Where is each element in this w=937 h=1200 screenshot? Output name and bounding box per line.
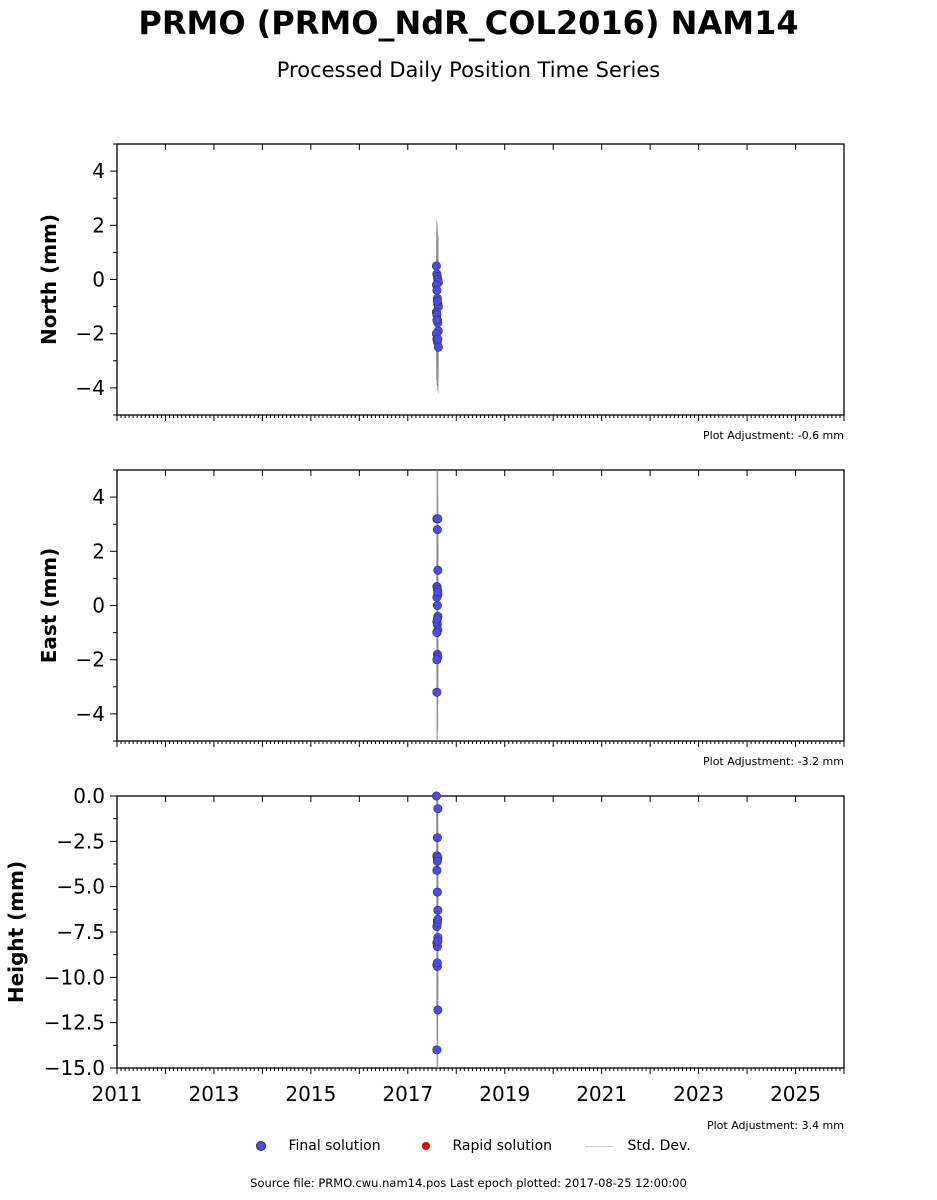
- y-tick-label: 0: [92, 268, 105, 292]
- final-solution-point: [433, 514, 443, 524]
- y-tick-label: −10.0: [44, 965, 105, 989]
- y-tick-label: −4: [76, 702, 105, 726]
- east-plot-adjustment: Plot Adjustment: -3.2 mm: [703, 755, 844, 768]
- final-solution-point: [432, 628, 442, 638]
- y-tick-label: −2: [76, 322, 105, 346]
- final-solution-point: [433, 804, 443, 814]
- legend-rapid-marker: [422, 1142, 430, 1150]
- y-tick-label: −7.5: [56, 920, 105, 944]
- final-solution-point: [433, 1005, 443, 1015]
- plot-frame: [116, 795, 845, 1069]
- final-solution-point: [433, 914, 443, 924]
- final-solution-point: [433, 905, 443, 915]
- y-axis-label: North (mm): [37, 214, 61, 345]
- y-tick-label: 2: [92, 539, 105, 563]
- legend-std-dev-label: Std. Dev.: [627, 1138, 691, 1154]
- final-solution-point: [432, 865, 442, 875]
- final-solution-point: [432, 655, 442, 665]
- y-tick-label: −2: [76, 648, 105, 672]
- chart-title: PRMO (PRMO_NdR_COL2016) NAM14: [138, 4, 799, 42]
- final-solution-point: [433, 936, 443, 946]
- final-solution-point: [432, 856, 442, 866]
- final-solution-point: [431, 791, 441, 801]
- x-tick-label: 2021: [576, 1082, 627, 1106]
- final-solution-point: [432, 525, 442, 535]
- x-tick-label: 2015: [285, 1082, 336, 1106]
- final-solution-point: [433, 342, 443, 352]
- x-tick-label: 2011: [92, 1082, 143, 1106]
- x-tick-label: 2025: [770, 1082, 821, 1106]
- y-tick-label: 0: [92, 594, 105, 618]
- legend-final-marker: [256, 1141, 266, 1151]
- legend-rapid-solution: Rapid solution: [422, 1138, 552, 1154]
- plot-frame: [116, 143, 845, 416]
- plot-frame: [116, 469, 845, 742]
- chart-subtitle: Processed Daily Position Time Series: [276, 58, 661, 82]
- x-tick-label: 2019: [479, 1082, 530, 1106]
- legend-final-solution: Final solution: [256, 1138, 381, 1154]
- source-footer: Source file: PRMO.cwu.nam14.pos Last epo…: [250, 1176, 687, 1190]
- y-tick-label: −5.0: [56, 875, 105, 899]
- height-plot-adjustment: Plot Adjustment: 3.4 mm: [706, 1119, 844, 1132]
- final-solution-point: [432, 315, 442, 325]
- y-tick-label: 4: [92, 485, 105, 509]
- final-solution-point: [433, 565, 443, 575]
- y-tick-label: −2.5: [56, 829, 105, 853]
- north-plot-adjustment: Plot Adjustment: -0.6 mm: [703, 429, 844, 442]
- final-solution-point: [432, 285, 442, 295]
- y-tick-label: −15.0: [44, 1056, 105, 1080]
- legend-rapid-label: Rapid solution: [452, 1138, 553, 1154]
- legend-std-dev: Std. Dev.: [585, 1138, 691, 1154]
- final-solution-point: [433, 587, 443, 597]
- final-solution-point: [433, 334, 443, 344]
- final-solution-point: [432, 887, 442, 897]
- final-solution-point: [432, 614, 442, 624]
- panel-0: 4 2 0 −2 −4 North (mm): [37, 143, 845, 421]
- final-solution-point: [431, 261, 441, 271]
- legend-final-label: Final solution: [288, 1138, 381, 1154]
- final-solution-point: [432, 600, 442, 610]
- y-tick-label: −4: [76, 376, 105, 400]
- y-axis-label: Height (mm): [4, 861, 28, 1003]
- y-axis-label: East (mm): [37, 548, 61, 664]
- x-tick-label: 2023: [673, 1082, 724, 1106]
- x-tick-label: 2017: [382, 1082, 433, 1106]
- y-tick-label: 4: [92, 159, 105, 183]
- final-solution-point: [432, 833, 442, 843]
- final-solution-point: [432, 958, 442, 968]
- y-tick-label: 2: [92, 213, 105, 237]
- panel-1: 4 2 0 −2 −4 East (mm): [37, 469, 845, 747]
- final-solution-point: [432, 687, 442, 697]
- y-tick-label: 0.0: [73, 784, 105, 808]
- panel-2: 0.0 −2.5 −5.0 −7.5 −10.0 −12.5 −15.0 Height (mm…: [4, 784, 845, 1080]
- x-tick-label: 2013: [188, 1082, 239, 1106]
- final-solution-point: [432, 1045, 442, 1055]
- legend-std-dev-line: [585, 1145, 613, 1147]
- final-solution-point: [432, 296, 442, 306]
- y-tick-label: −12.5: [44, 1011, 105, 1035]
